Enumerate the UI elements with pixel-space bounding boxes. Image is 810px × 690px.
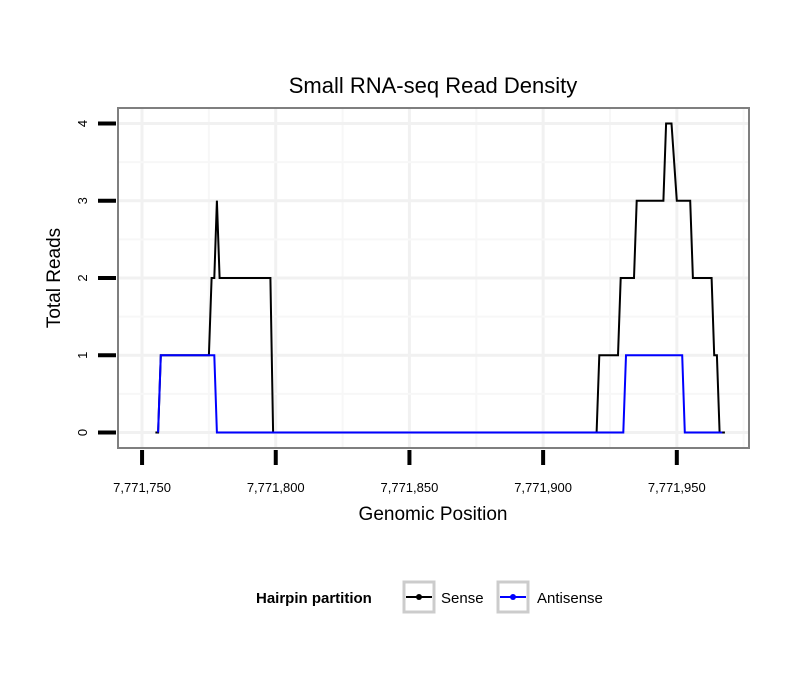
- series-line-sense: [155, 122, 725, 434]
- y-axis-title: Total Reads: [44, 228, 65, 328]
- legend-title: Hairpin partition: [256, 590, 372, 607]
- x-axis-title: Genomic Position: [359, 504, 508, 525]
- legend-item-sense[interactable]: Sense: [402, 580, 484, 614]
- legend-point-sense: [416, 594, 422, 600]
- legend-label-antisense: Antisense: [537, 590, 603, 607]
- legend-point-antisense: [510, 594, 516, 600]
- legend-item-antisense[interactable]: Antisense: [496, 580, 603, 614]
- x-tick-label-3: 7,771,900: [514, 480, 572, 495]
- y-tick-label-1: 1: [75, 352, 90, 359]
- legend: Hairpin partition Sense Antisense: [256, 580, 603, 614]
- plot-panel: [117, 107, 750, 449]
- y-tick-label-0: 0: [75, 429, 90, 436]
- series-layer: [155, 122, 725, 434]
- x-tick-label-0: 7,771,750: [113, 480, 171, 495]
- y-tick-label-4: 4: [75, 120, 90, 127]
- axes: 7,771,750 7,771,800 7,771,850 7,771,900 7,77…: [75, 120, 706, 495]
- x-tick-label-4: 7,771,950: [648, 480, 706, 495]
- y-tick-label-2: 2: [75, 274, 90, 281]
- x-tick-label-1: 7,771,800: [247, 480, 305, 495]
- legend-label-sense: Sense: [441, 590, 484, 607]
- series-line-antisense: [157, 354, 723, 434]
- y-tick-label-3: 3: [75, 197, 90, 204]
- chart-title: Small RNA-seq Read Density: [289, 73, 578, 98]
- x-tick-label-2: 7,771,850: [381, 480, 439, 495]
